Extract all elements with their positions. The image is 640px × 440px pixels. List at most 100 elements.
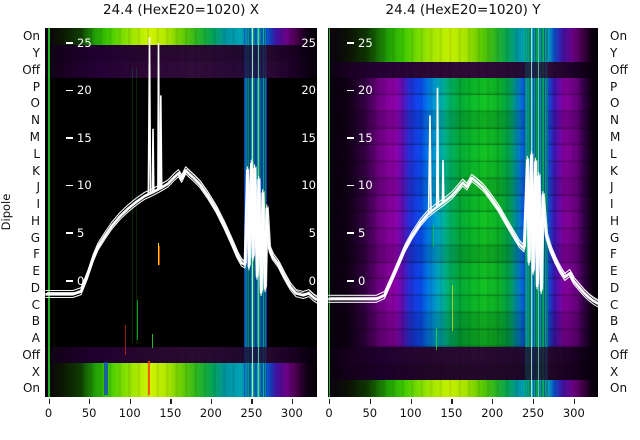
row-labels-left: On Y Off P O N M L K J I H G F E D C B A Off X On (0, 28, 40, 397)
overlay-tick-mark (347, 137, 354, 139)
heatmap-row-g (328, 229, 598, 246)
x-tick-mark (451, 399, 453, 404)
overlay-tick-label: 20 (358, 83, 373, 98)
row-label: N (610, 113, 619, 128)
x-tick-mark (369, 399, 372, 404)
x-tick-mark (573, 399, 576, 404)
x-tick-label: 100 (118, 406, 141, 420)
row-label: L (33, 146, 40, 161)
heatmap-row-b (328, 313, 598, 330)
x-tick-label: 250 (522, 406, 544, 420)
heatmap-row-d (328, 279, 598, 297)
row-label: On (22, 29, 40, 44)
heatmap-row-f (45, 246, 317, 263)
heatmap-row-b (45, 313, 317, 330)
row-label: M (610, 129, 621, 144)
heatmap-row-x (328, 363, 598, 381)
x-tick-label: 250 (240, 406, 263, 420)
row-label: C (31, 297, 40, 312)
overlay-tick-label: 15 (77, 130, 92, 145)
overlay-tick-label-right: 20 (301, 83, 316, 98)
overlay-tick-label: 0 (358, 273, 366, 288)
heatmap-row-k (328, 162, 598, 179)
overlay-tick-mark (347, 184, 354, 187)
x-tick-mark (329, 399, 331, 404)
overlay-tick-mark (66, 42, 73, 44)
overlay-tick-mark (66, 137, 73, 139)
row-label: E (32, 264, 40, 279)
row-label: H (610, 213, 620, 228)
overlay-tick-label: 15 (358, 130, 373, 145)
row-label: N (31, 113, 40, 128)
overlay-tick-label: 20 (77, 83, 92, 98)
x-tick-label: 200 (199, 406, 222, 420)
x-tick-mark (251, 399, 253, 404)
x-tick-label: 0 (44, 406, 53, 420)
overlay-tick-mark (66, 89, 73, 92)
row-label: C (610, 297, 619, 312)
overlay-tick-label: 5 (77, 225, 85, 240)
row-label: G (30, 230, 40, 245)
row-label: D (30, 280, 40, 295)
heatmap-row-k (45, 162, 317, 179)
heatmap-row-n (45, 112, 317, 129)
heatmap-row-e (328, 262, 598, 280)
x-tick-mark (210, 399, 213, 404)
x-tick-mark (170, 399, 172, 404)
heatmap-row-x (45, 363, 317, 381)
x-tick-label: 50 (362, 406, 378, 420)
row-label: B (610, 314, 619, 329)
x-tick-mark (291, 399, 294, 404)
heatmap-row-off (45, 61, 317, 79)
heatmap-row-o (45, 95, 317, 112)
overlay-tick-mark (347, 280, 354, 282)
x-tick-label: 50 (81, 406, 97, 420)
row-label: B (31, 314, 40, 329)
heatmap-row-a (45, 330, 317, 347)
row-labels-right: On Y Off P O N M L K J I H G F E D C B A Off X On (604, 28, 640, 397)
x-tick-mark (533, 399, 535, 404)
row-label: Off (22, 62, 40, 77)
row-label: I (610, 197, 614, 212)
row-label: On (610, 381, 628, 396)
heatmap-row-on (45, 380, 317, 397)
overlay-tick-mark (66, 184, 73, 187)
overlay-tick-mark (347, 89, 354, 92)
row-label: On (610, 29, 628, 44)
heatmap-row-h (328, 212, 598, 230)
overlay-tick-label: 10 (358, 178, 373, 193)
row-label: P (610, 79, 618, 94)
x-tick-label: 200 (481, 406, 504, 420)
heatmap-row-d (45, 279, 317, 296)
row-label: L (610, 146, 617, 161)
row-label: J (610, 180, 614, 195)
row-label: P (32, 79, 40, 94)
row-label: Y (32, 46, 40, 61)
row-label: M (29, 129, 40, 144)
row-label: J (36, 180, 40, 195)
overlay-tick-label: 5 (358, 225, 366, 240)
heatmap-row-off (328, 346, 598, 364)
panel-title-y: 24.4 (HexE20=1020) Y (385, 2, 541, 18)
row-label: A (610, 331, 619, 346)
heatmap-row-i (328, 195, 598, 213)
overlay-tick-label: 10 (77, 178, 92, 193)
heatmap-panel-x: 25 25 20 20 15 15 10 10 5 5 0 0 (45, 28, 317, 397)
heatmap-row-e (45, 263, 317, 280)
row-label: X (31, 364, 40, 379)
overlay-tick-label: 25 (358, 35, 373, 50)
x-tick-label: 300 (280, 406, 303, 420)
heatmap-row-a (328, 329, 598, 347)
x-tick-mark (89, 399, 91, 404)
panel-title-x: 24.4 (HexE20=1020) X (102, 2, 259, 18)
row-label: Off (610, 62, 628, 77)
overlay-tick-mark (66, 232, 73, 235)
heatmap-row-f (328, 245, 598, 263)
row-label: O (610, 96, 620, 111)
heatmap-row-h (45, 212, 317, 229)
row-label: I (36, 197, 40, 212)
heatmap-row-c (45, 296, 317, 313)
heatmap-row-n (328, 111, 598, 129)
heatmap-row-off (45, 346, 317, 364)
